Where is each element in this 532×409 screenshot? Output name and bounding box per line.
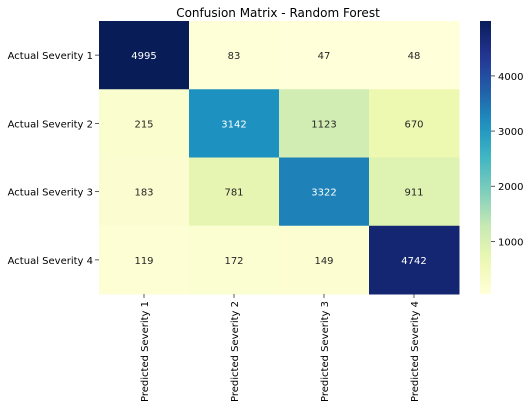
heatmap-cell: [189, 157, 280, 227]
cell-value-label: 670: [404, 119, 423, 130]
chart-title: Confusion Matrix - Random Forest: [176, 6, 380, 20]
cell-value-label: 119: [134, 256, 153, 267]
cell-value-label: 83: [228, 51, 241, 62]
column-label: Predicted Severity 2: [230, 301, 241, 402]
row-label: Actual Severity 1: [8, 51, 93, 62]
cell-value-label: 3142: [221, 119, 246, 130]
heatmap-cell: [279, 225, 370, 295]
colorbar: 1000 2000 3000 4000: [480, 21, 523, 294]
cell-value-label: 781: [224, 188, 243, 199]
row-label: Actual Severity 3: [8, 188, 93, 199]
colorbar-tick-label: 1000: [498, 237, 523, 248]
column-label: Predicted Severity 1: [140, 301, 151, 402]
cell-annotations: 4995 83 47 48 215 3142 1123 670 183 781 3322 911 119…: [131, 51, 426, 267]
row-label: Actual Severity 2: [8, 119, 93, 130]
heatmap-cell: [369, 225, 460, 295]
cell-value-label: 911: [404, 188, 423, 199]
heatmap-cell: [279, 21, 370, 90]
cell-value-label: 215: [134, 119, 153, 130]
cell-value-label: 1123: [311, 119, 336, 130]
cell-value-label: 172: [224, 256, 243, 267]
cell-value-label: 4742: [401, 256, 426, 267]
heatmap-cell: [99, 21, 190, 90]
heatmap-cell: [99, 89, 190, 158]
heatmap-cell: [279, 157, 370, 227]
heatmap-cell: [279, 89, 370, 158]
colorbar-tick-label: 2000: [498, 182, 523, 193]
cell-value-label: 4995: [131, 51, 156, 62]
cell-value-label: 48: [408, 51, 421, 62]
heatmap-cell: [189, 89, 280, 158]
column-labels: Predicted Severity 1 Predicted Severity 2…: [140, 294, 421, 402]
heatmap-cell: [369, 157, 460, 227]
heatmap-cell: [369, 89, 460, 158]
heatmap-cell: [99, 225, 190, 295]
cell-value-label: 149: [314, 256, 333, 267]
heatmap-cell: [189, 21, 280, 90]
colorbar-gradient: [480, 21, 491, 294]
colorbar-tick-label: 4000: [498, 72, 523, 83]
column-label: Predicted Severity 3: [320, 301, 331, 402]
cell-value-label: 47: [318, 51, 331, 62]
row-labels: Actual Severity 1 Actual Severity 2 Actual…: [8, 51, 99, 267]
row-label: Actual Severity 4: [8, 256, 93, 267]
column-label: Predicted Severity 4: [410, 301, 421, 402]
cell-value-label: 3322: [311, 188, 336, 199]
heatmap-cell: [369, 21, 460, 90]
heatmap-cell: [99, 157, 190, 227]
heatmap-cell: [189, 225, 280, 295]
colorbar-tick-label: 3000: [498, 127, 523, 138]
heatmap-cells: [99, 21, 460, 295]
cell-value-label: 183: [134, 188, 153, 199]
